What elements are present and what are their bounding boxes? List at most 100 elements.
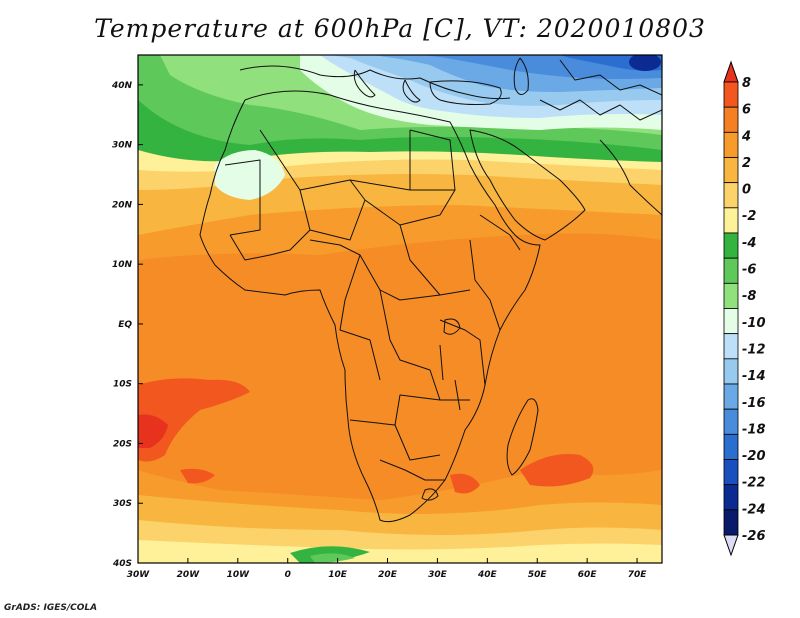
asia-borders-2	[559, 59, 662, 96]
anatolia-outline	[429, 80, 502, 105]
x-tick-label: 50E	[528, 570, 548, 580]
colorbar-swatch	[723, 383, 739, 410]
colorbar-swatch	[723, 131, 739, 158]
x-tick-label: 60E	[578, 570, 598, 580]
border-east-1	[469, 239, 501, 331]
x-tick-label: 30E	[428, 570, 448, 580]
colorbar-label: -24	[742, 502, 766, 517]
x-tick-label: 20W	[177, 570, 201, 580]
atlantic-warm-6	[138, 378, 250, 462]
arabia-outline	[469, 129, 586, 241]
colorbar-label: -14	[742, 369, 766, 384]
colorbar-label: 0	[742, 183, 751, 198]
warm-6-mid	[180, 468, 215, 484]
colorbar-swatch	[723, 232, 739, 259]
europe-coast	[239, 65, 511, 100]
caspian-outline	[513, 57, 529, 95]
border-south-3	[379, 459, 445, 481]
colorbar: 8 6 4 2 0 -2 -4 -6 -8 -10 -12 -14 -16 -18 -20 -22 -24 -26	[723, 60, 766, 557]
colorbar-label: -12	[742, 342, 766, 357]
border-east-2	[439, 319, 486, 386]
colorbar-swatch	[723, 81, 739, 108]
colorbar-label: -26	[742, 529, 766, 544]
border-south-2	[394, 394, 470, 426]
colorbar-swatch	[723, 282, 739, 309]
colorbar-label: -18	[742, 422, 766, 437]
colorbar-label: -8	[742, 289, 756, 304]
colorbar-label: -2	[742, 209, 756, 224]
colorbar-label: 4	[741, 129, 751, 144]
coastlines	[199, 57, 662, 523]
cold-core	[629, 55, 661, 71]
lesotho-outline	[421, 488, 439, 501]
x-tick-label: 30W	[127, 570, 151, 580]
indian-warm-6	[520, 454, 594, 487]
asia-borders	[539, 99, 662, 121]
africa-coastline	[199, 90, 541, 523]
colorbar-swatch	[723, 433, 739, 460]
border-west-1	[229, 229, 311, 261]
colorbar-swatch	[723, 207, 739, 234]
y-tick-label: 10N	[112, 260, 133, 270]
colorbar-swatch	[723, 459, 739, 486]
sahara-pocket	[215, 150, 285, 200]
y-tick-label: 30N	[112, 141, 133, 151]
plot-frame	[137, 54, 663, 564]
y-tick-label: 20S	[113, 439, 132, 449]
madagascar-outline	[506, 398, 539, 476]
x-tick-label: 70E	[628, 570, 648, 580]
colorbar-top-arrow	[723, 60, 739, 83]
border-sahel-1	[224, 159, 261, 236]
colorbar-swatch	[723, 333, 739, 360]
sa-warm-6	[450, 473, 480, 494]
border-congo	[379, 289, 441, 401]
south-minus8	[310, 553, 355, 563]
colorbar-swatch	[723, 509, 739, 536]
colorbar-swatch	[723, 106, 739, 133]
lake-malawi	[454, 379, 461, 411]
lake-victoria	[443, 318, 461, 335]
border-sahel-2	[364, 189, 456, 226]
x-tick-label: 0	[285, 570, 291, 580]
x-tick-label: 10W	[227, 570, 251, 580]
border-south-1	[349, 419, 441, 461]
border-sahara-2	[409, 129, 456, 191]
colorbar-label: -20	[742, 449, 766, 464]
colorbar-label: -10	[742, 316, 766, 331]
colorbar-label: 8	[742, 76, 751, 91]
italy-outline	[353, 69, 376, 98]
colorbar-swatch	[723, 157, 739, 184]
colorbar-swatch	[723, 308, 739, 335]
atlantic-warm-8	[138, 414, 168, 448]
colorbar-swatch	[723, 257, 739, 284]
y-tick-label: EQ	[118, 320, 132, 330]
x-tick-label: 20E	[378, 570, 398, 580]
colorbar-label: 2	[742, 156, 751, 171]
colorbar-label: -6	[742, 263, 756, 278]
y-tick-label: 10S	[113, 380, 132, 390]
y-axis-ticks: 40S 30S 20S 10S EQ 10N 20N 30N 40N	[111, 81, 143, 569]
colorbar-swatch	[723, 408, 739, 435]
footer-credit: GrADS: IGES/COLA	[4, 603, 98, 613]
greece-outline	[402, 79, 421, 103]
colorbar-swatch	[723, 358, 739, 385]
south-minus4	[138, 540, 662, 563]
border-central-2	[399, 224, 441, 296]
x-tick-label: 40E	[477, 570, 498, 580]
india-coast	[599, 139, 662, 216]
colorbar-swatch	[723, 182, 739, 209]
colorbar-label: 6	[742, 103, 751, 118]
border-central-3	[339, 254, 381, 381]
y-tick-label: 30S	[113, 499, 132, 509]
temperature-field	[138, 55, 662, 563]
x-axis-ticks: 30W 20W 10W 0 10E 20E 30E 40E 50E 60E 70E	[127, 558, 647, 580]
x-tick-label: 10E	[328, 570, 348, 580]
lake-tanganyika	[439, 344, 444, 381]
border-horn	[479, 214, 521, 251]
y-tick-label: 20N	[112, 200, 133, 210]
border-sahara-3	[299, 179, 366, 241]
y-tick-label: 40N	[111, 81, 133, 91]
colorbar-label: -16	[742, 396, 766, 411]
colorbar-label: -4	[742, 236, 756, 251]
map-title: Temperature at 600hPa [C], VT: 202001080…	[94, 14, 706, 43]
